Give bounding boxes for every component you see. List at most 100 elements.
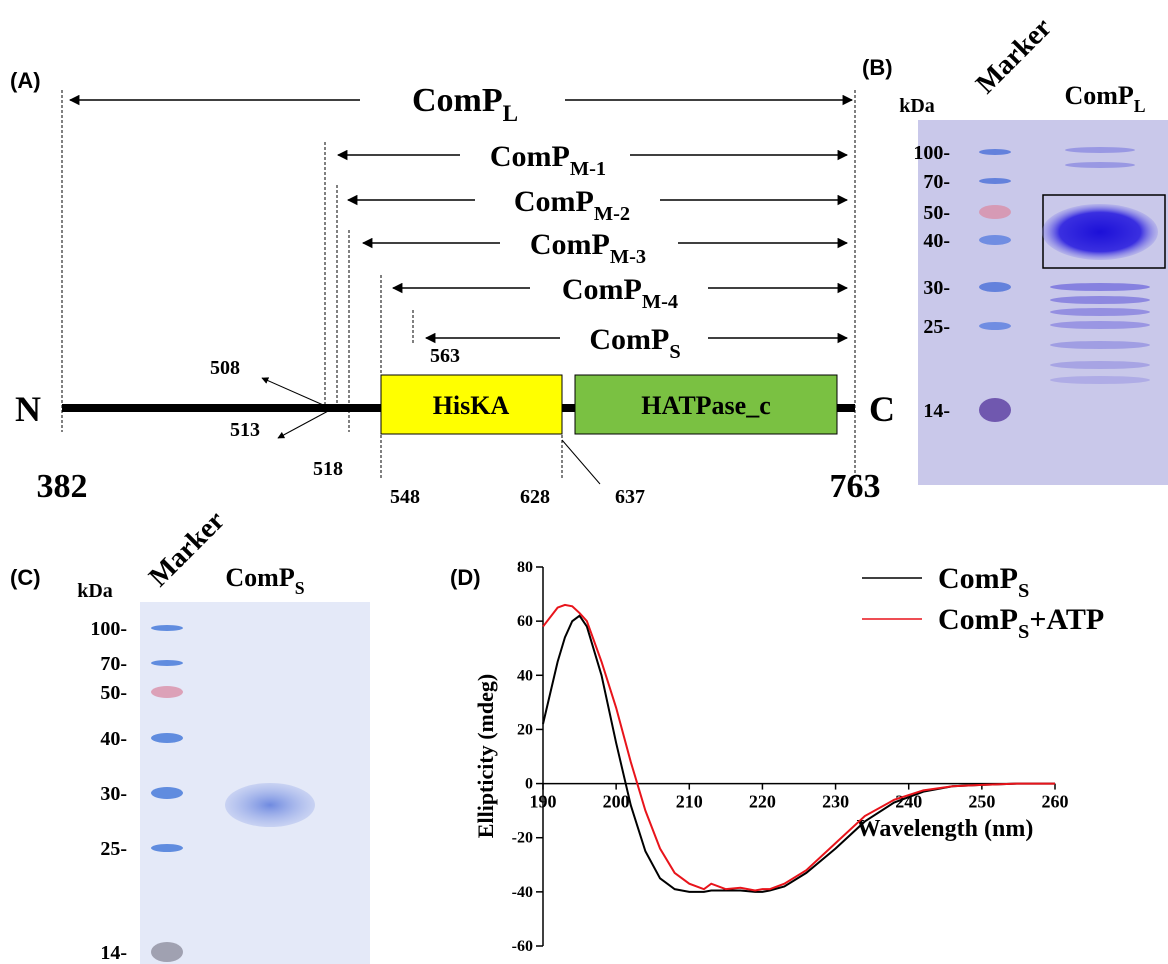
- construct-name: ComPS: [589, 323, 680, 363]
- protein-band: [1050, 376, 1150, 384]
- ladder-band: [979, 178, 1011, 184]
- position-label: 382: [37, 468, 88, 505]
- y-tick-label: 60: [517, 613, 533, 630]
- position-label: 628: [520, 486, 550, 508]
- legend-entry-sub: S: [1018, 621, 1029, 643]
- ladder-band: [151, 844, 183, 852]
- construct-name: ComPL: [412, 82, 518, 127]
- panel-label: (A): [10, 68, 41, 93]
- construct-name: ComPM-1: [490, 140, 606, 180]
- legend-entry-suffix: +ATP: [1029, 603, 1104, 636]
- position-label: 518: [313, 458, 343, 480]
- construct-name-main: ComP: [562, 273, 642, 306]
- construct-name-main: ComP: [589, 323, 669, 356]
- domain-label: HisKA: [433, 391, 510, 420]
- x-tick-label: 260: [1042, 792, 1069, 812]
- ladder-label: 100-: [90, 618, 127, 640]
- protein-band: [1050, 296, 1150, 304]
- legend-entry-main: ComP: [938, 562, 1018, 595]
- ladder-band: [979, 149, 1011, 155]
- x-tick-label: 200: [603, 792, 630, 812]
- x-tick-label: 190: [530, 792, 557, 812]
- ladder-label: 25-: [923, 316, 950, 338]
- protein-band: [1042, 204, 1158, 260]
- lane-label: Marker: [970, 12, 1058, 100]
- ladder-band: [151, 733, 183, 743]
- legend-entry-main: ComP: [938, 603, 1018, 636]
- ladder-label: 14-: [100, 942, 127, 964]
- position-label: 548: [390, 486, 420, 508]
- y-tick-label: 0: [525, 776, 533, 793]
- position-label: 563: [430, 345, 460, 367]
- lane-label-main: ComP: [1064, 81, 1133, 110]
- ladder-band: [151, 787, 183, 799]
- lane-label-main: ComP: [225, 563, 294, 592]
- ladder-label: 30-: [923, 277, 950, 299]
- ladder-label: 70-: [100, 653, 127, 675]
- ladder-label: 70-: [923, 171, 950, 193]
- terminus-label: N: [15, 389, 41, 429]
- gel-c: [140, 602, 370, 964]
- ladder-label: 40-: [100, 728, 127, 750]
- construct-name-sub: M-1: [570, 158, 606, 180]
- ladder-band: [151, 686, 183, 698]
- protein-band: [1065, 147, 1135, 153]
- protein-band: [1050, 321, 1150, 329]
- ladder-band: [979, 235, 1011, 245]
- ladder-label: 50-: [100, 682, 127, 704]
- construct-name-sub: S: [669, 341, 680, 363]
- x-tick-label: 230: [822, 792, 849, 812]
- lane-label: ComPL: [1064, 81, 1145, 116]
- y-tick-label: 80: [517, 559, 533, 576]
- y-tick-label: -20: [512, 830, 533, 847]
- ladder-band: [151, 660, 183, 666]
- construct-name-sub: M-3: [610, 246, 646, 268]
- position-label: 513: [230, 419, 260, 441]
- protein-band: [225, 783, 315, 827]
- y-axis-label: Ellipticity (mdeg): [473, 674, 498, 838]
- ladder-label: 30-: [100, 783, 127, 805]
- lane-label: Marker: [143, 505, 231, 593]
- lane-label: ComPS: [225, 563, 304, 598]
- pointer: [562, 440, 600, 484]
- pointer: [278, 410, 330, 438]
- x-tick-label: 220: [749, 792, 776, 812]
- y-tick-label: -60: [512, 938, 533, 955]
- domain-label: HATPase_c: [641, 391, 771, 420]
- construct-name: ComPM-4: [562, 273, 678, 313]
- series-line: [543, 605, 1055, 891]
- protein-band: [1050, 283, 1150, 291]
- figure: (A)ComPLComPM-1ComPM-2ComPM-3ComPM-4ComP…: [0, 0, 1168, 964]
- construct-name-sub: M-4: [642, 291, 678, 313]
- construct-name-main: ComP: [514, 185, 594, 218]
- unit-label: kDa: [77, 580, 113, 602]
- panel-label: (C): [10, 565, 41, 590]
- construct-name-main: ComP: [530, 228, 610, 261]
- ladder-band: [151, 625, 183, 631]
- ladder-band: [979, 282, 1011, 292]
- lane-label-sub: S: [295, 578, 305, 598]
- position-label: 508: [210, 357, 240, 379]
- construct-name: ComPM-2: [514, 185, 630, 225]
- ladder-label: 50-: [923, 202, 950, 224]
- ladder-band: [979, 322, 1011, 330]
- lane-label-sub: L: [1134, 96, 1146, 116]
- ladder-label: 100-: [913, 142, 950, 164]
- y-tick-label: -40: [512, 884, 533, 901]
- legend-entry-sub: S: [1018, 580, 1029, 602]
- protein-band: [1065, 162, 1135, 168]
- x-axis-label: Wavelength (nm): [857, 816, 1034, 842]
- unit-label: kDa: [899, 95, 935, 117]
- pointer: [262, 378, 330, 408]
- construct-name-sub: L: [503, 101, 518, 127]
- position-label: 637: [615, 486, 645, 508]
- construct-name-sub: M-2: [594, 203, 630, 225]
- legend-entry: ComPS+ATP: [938, 603, 1104, 643]
- y-tick-label: 40: [517, 667, 533, 684]
- protein-band: [1050, 361, 1150, 369]
- terminus-label: C: [869, 389, 895, 429]
- position-label: 763: [830, 468, 881, 505]
- construct-name-main: ComP: [412, 82, 503, 119]
- protein-band: [1050, 341, 1150, 349]
- legend-entry: ComPS: [938, 562, 1029, 602]
